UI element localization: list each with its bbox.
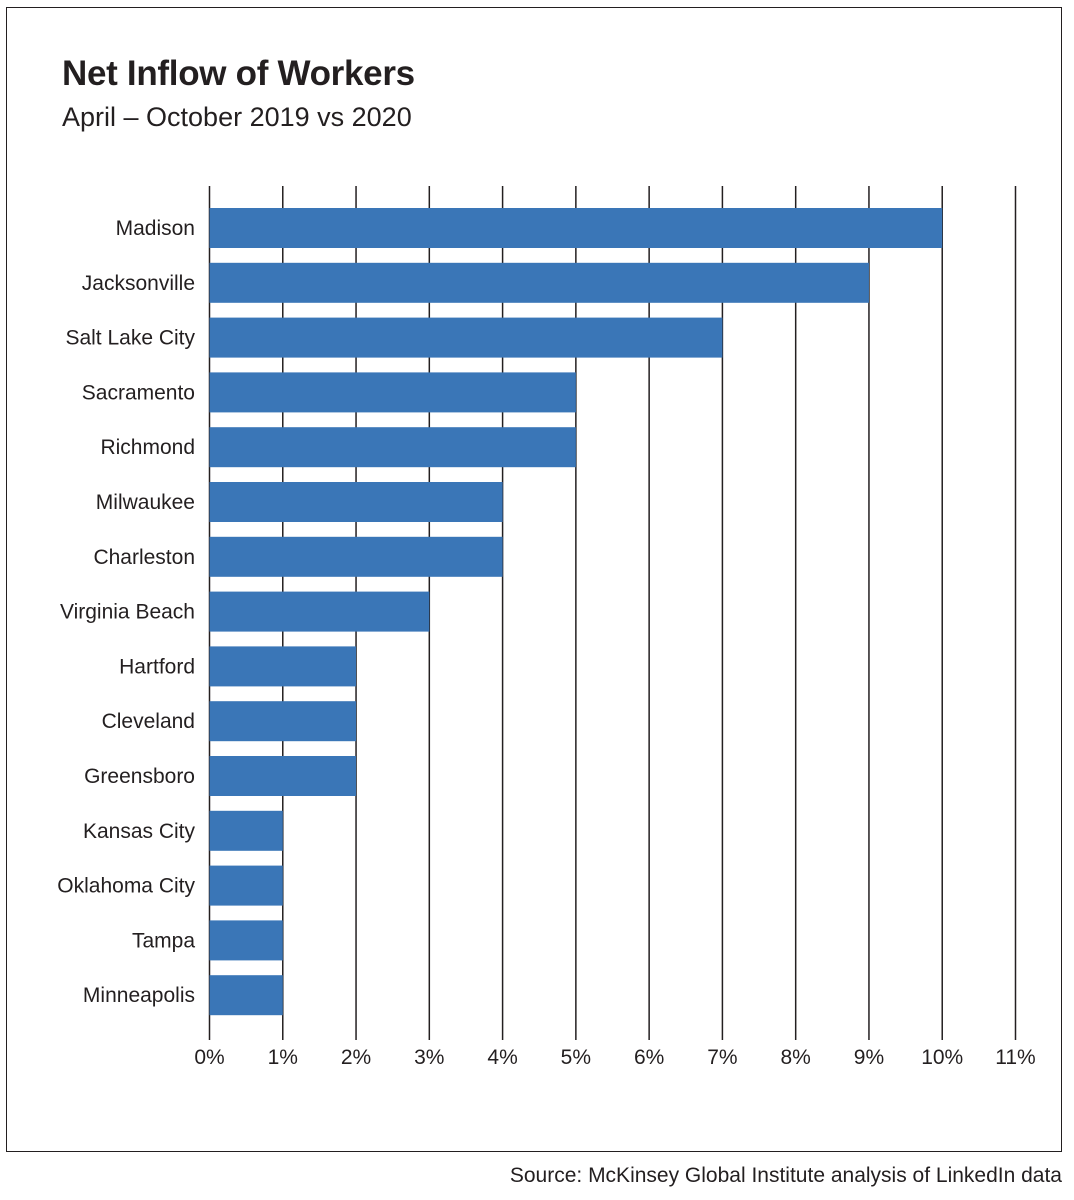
x-tick-label: 5% — [561, 1046, 591, 1069]
category-label: Charleston — [93, 546, 195, 569]
bar — [209, 536, 503, 577]
bar — [209, 865, 283, 906]
category-label: Kansas City — [83, 820, 196, 843]
category-label: Cleveland — [102, 710, 195, 733]
bar — [209, 317, 723, 358]
category-label: Madison — [116, 217, 195, 240]
bar — [209, 701, 357, 742]
category-label: Sacramento — [82, 381, 195, 404]
bar — [209, 427, 576, 468]
x-tick-label: 11% — [995, 1046, 1035, 1069]
bar — [209, 920, 283, 961]
tick-labels: 0% 1% 2% 3% 4% 5% 6% 7% 8% 9% 10% 11% — [194, 1046, 1035, 1069]
chart-title: Net Inflow of Workers — [62, 54, 415, 93]
category-label: Milwaukee — [96, 491, 195, 514]
x-tick-label: 4% — [487, 1046, 517, 1069]
bar — [209, 372, 576, 413]
category-label: Richmond — [100, 436, 195, 459]
bar — [209, 262, 869, 303]
x-tick-label: 9% — [854, 1046, 884, 1069]
bars — [209, 208, 943, 1016]
chart-frame — [6, 7, 1062, 1152]
x-tick-label: 6% — [634, 1046, 664, 1069]
bar — [209, 975, 283, 1016]
category-label: Oklahoma City — [57, 875, 195, 898]
bar — [209, 646, 357, 687]
x-tick-label: 2% — [341, 1046, 371, 1069]
category-label: Virginia Beach — [60, 601, 195, 624]
chart-subtitle: April – October 2019 vs 2020 — [62, 102, 412, 132]
category-labels: Madison Jacksonville Salt Lake City Sacrame… — [57, 217, 195, 1007]
category-label: Minneapolis — [83, 984, 195, 1007]
bar — [209, 208, 943, 248]
x-tick-label: 3% — [414, 1046, 444, 1069]
x-tick-label: 1% — [268, 1046, 298, 1069]
category-label: Jacksonville — [82, 272, 195, 295]
bar — [209, 482, 503, 522]
x-tick-label: 7% — [707, 1046, 737, 1069]
x-tick-label: 8% — [781, 1046, 811, 1069]
bar — [209, 591, 430, 632]
category-label: Greensboro — [84, 765, 195, 788]
source-note: Source: McKinsey Global Institute analys… — [509, 1164, 1062, 1187]
bar — [209, 810, 283, 851]
x-tick-label: 10% — [921, 1046, 963, 1069]
bar — [209, 756, 357, 796]
category-label: Hartford — [119, 655, 195, 678]
category-label: Tampa — [132, 929, 195, 952]
x-tick-label: 0% — [194, 1046, 224, 1069]
category-label: Salt Lake City — [65, 327, 195, 350]
